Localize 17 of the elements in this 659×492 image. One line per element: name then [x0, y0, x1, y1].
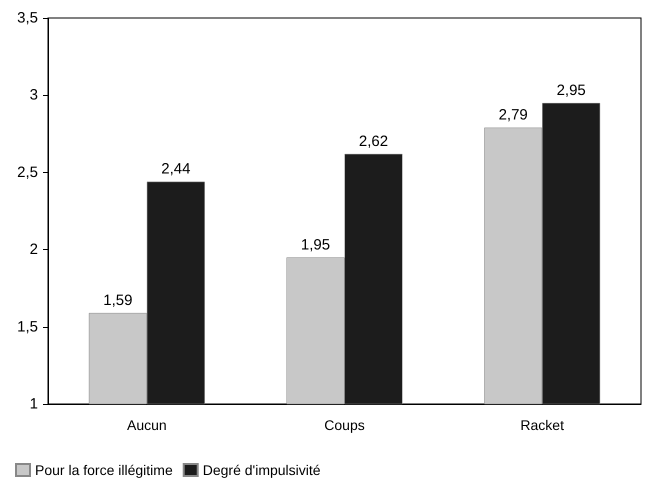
data-label: 1,95 [300, 236, 330, 254]
data-label: 2,95 [556, 82, 586, 99]
data-label: 2,62 [358, 132, 388, 150]
data-label: 2,79 [498, 106, 528, 124]
x-tick-label: Coups [324, 417, 365, 433]
y-tick-label: 1 [30, 396, 38, 412]
legend-label: Pour la force illégitime [35, 462, 173, 478]
legend-label: Degré d'impulsivité [202, 462, 321, 478]
y-tick-label: 2 [30, 241, 38, 258]
y-tick-label: 3,5 [17, 10, 38, 26]
data-label: 1,59 [103, 292, 132, 309]
x-tick-label: Racket [520, 417, 564, 433]
y-tick-label: 2,5 [17, 164, 38, 181]
x-tick-label: Aucun [126, 417, 167, 433]
y-tick-label: 3 [30, 86, 38, 104]
y-tick-label: 1,5 [17, 318, 38, 336]
data-label: 2,44 [161, 160, 190, 178]
